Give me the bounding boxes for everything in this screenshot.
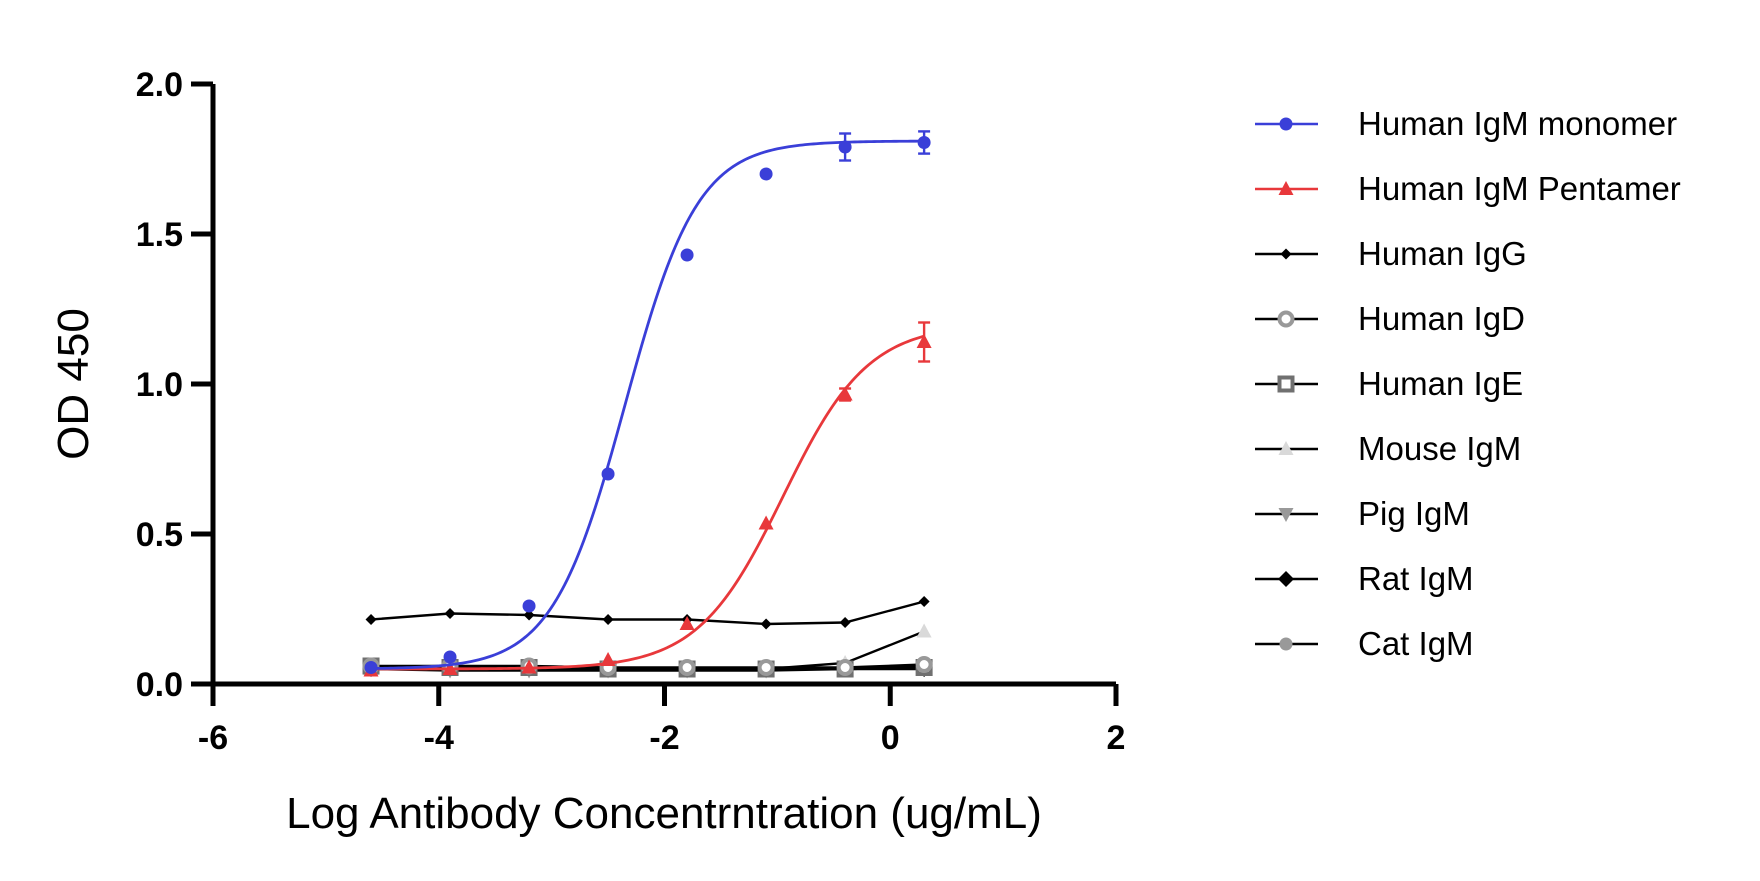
data-point <box>600 652 616 666</box>
data-point <box>680 248 694 262</box>
x-tick-label: 0 <box>881 719 900 757</box>
legend-marker <box>1277 375 1295 393</box>
data-point <box>444 608 456 619</box>
data-point <box>364 661 378 674</box>
x-tick-label: 2 <box>1107 719 1126 757</box>
data-point <box>602 614 614 625</box>
ticks: -6 -4 -2 0 2 0.0 0.5 1.0 1.5 2.0 <box>136 66 1126 757</box>
legend-item-cat-igm: Cat IgM <box>1255 625 1474 662</box>
data-point <box>836 659 854 676</box>
data-point <box>916 334 932 348</box>
y-tick-label: 1.5 <box>136 216 183 254</box>
data-point <box>916 623 932 638</box>
series-line-human-igg <box>370 600 925 626</box>
legend-label: Cat IgM <box>1358 625 1474 662</box>
data-point <box>757 659 775 676</box>
y-axis-title: OD 450 <box>49 308 98 460</box>
series-human-igm-monomer <box>364 130 931 674</box>
legend-item-human-igg: Human IgG <box>1255 235 1527 272</box>
x-axis-title: Log Antibody Concentrntration (ug/mL) <box>286 789 1042 838</box>
data-point <box>442 661 458 675</box>
legend-marker <box>1279 117 1293 131</box>
series-human-igm-pentamer <box>363 321 932 677</box>
legend-marker <box>1277 310 1295 328</box>
legend-label: Human IgE <box>1358 365 1523 402</box>
legend-label: Human IgG <box>1358 235 1527 272</box>
legend-item-pig-igm: Pig IgM <box>1255 495 1470 532</box>
legend-label: Human IgD <box>1358 300 1525 337</box>
legend-marker <box>1279 637 1293 651</box>
data-point <box>679 616 695 630</box>
legend-item-mouse-igm: Mouse IgM <box>1255 430 1521 467</box>
legend-label: Human IgM monomer <box>1358 105 1677 142</box>
x-tick-label: -6 <box>198 719 228 757</box>
y-tick-label: 0.5 <box>136 516 183 554</box>
data-point <box>758 515 774 530</box>
data-point <box>523 609 535 621</box>
series-human-igg <box>365 596 930 630</box>
series-line-human-igm-monomer <box>371 139 925 670</box>
axes <box>210 84 1116 687</box>
legend-item-rat-igm: Rat IgM <box>1255 560 1474 597</box>
legend-label: Rat IgM <box>1358 560 1474 597</box>
x-tick-label: -4 <box>424 719 454 757</box>
legend-marker <box>1278 181 1294 195</box>
data-point <box>522 599 536 613</box>
data-point <box>521 659 537 674</box>
data-point <box>837 386 853 401</box>
legend-label: Human IgM Pentamer <box>1358 170 1681 207</box>
data-point <box>678 659 696 676</box>
legend-item-human-igd: Human IgD <box>1255 300 1525 337</box>
data-point <box>918 596 930 607</box>
x-tick-label: -2 <box>649 719 679 757</box>
data-point <box>760 618 772 630</box>
legend-marker <box>1278 508 1294 522</box>
series-line-human-igm-pentamer <box>371 334 925 671</box>
y-tick-label: 2.0 <box>136 66 183 104</box>
data-point <box>915 656 933 673</box>
data-point <box>365 614 377 625</box>
series-line-human-igd <box>371 663 925 669</box>
y-tick-label: 0.0 <box>136 666 183 704</box>
legend: Human IgM monomer Human IgM Pentamer Human… <box>1255 105 1681 662</box>
legend-marker <box>1278 441 1294 455</box>
legend-marker <box>1278 571 1294 587</box>
legend-label: Mouse IgM <box>1358 430 1521 467</box>
legend-item-human-igm-pentamer: Human IgM Pentamer <box>1255 170 1681 207</box>
data-point <box>838 140 852 154</box>
data-point <box>917 136 931 149</box>
legend-item-human-igm-monomer: Human IgM monomer <box>1255 105 1677 142</box>
legend-marker <box>1280 248 1292 260</box>
data-point <box>443 650 457 664</box>
legend-item-human-ige: Human IgE <box>1255 365 1523 402</box>
legend-label: Pig IgM <box>1358 495 1470 532</box>
y-tick-label: 1.0 <box>136 366 183 404</box>
plot-area <box>362 130 933 679</box>
data-point <box>759 167 773 181</box>
data-point <box>601 467 615 481</box>
data-point <box>839 617 851 628</box>
